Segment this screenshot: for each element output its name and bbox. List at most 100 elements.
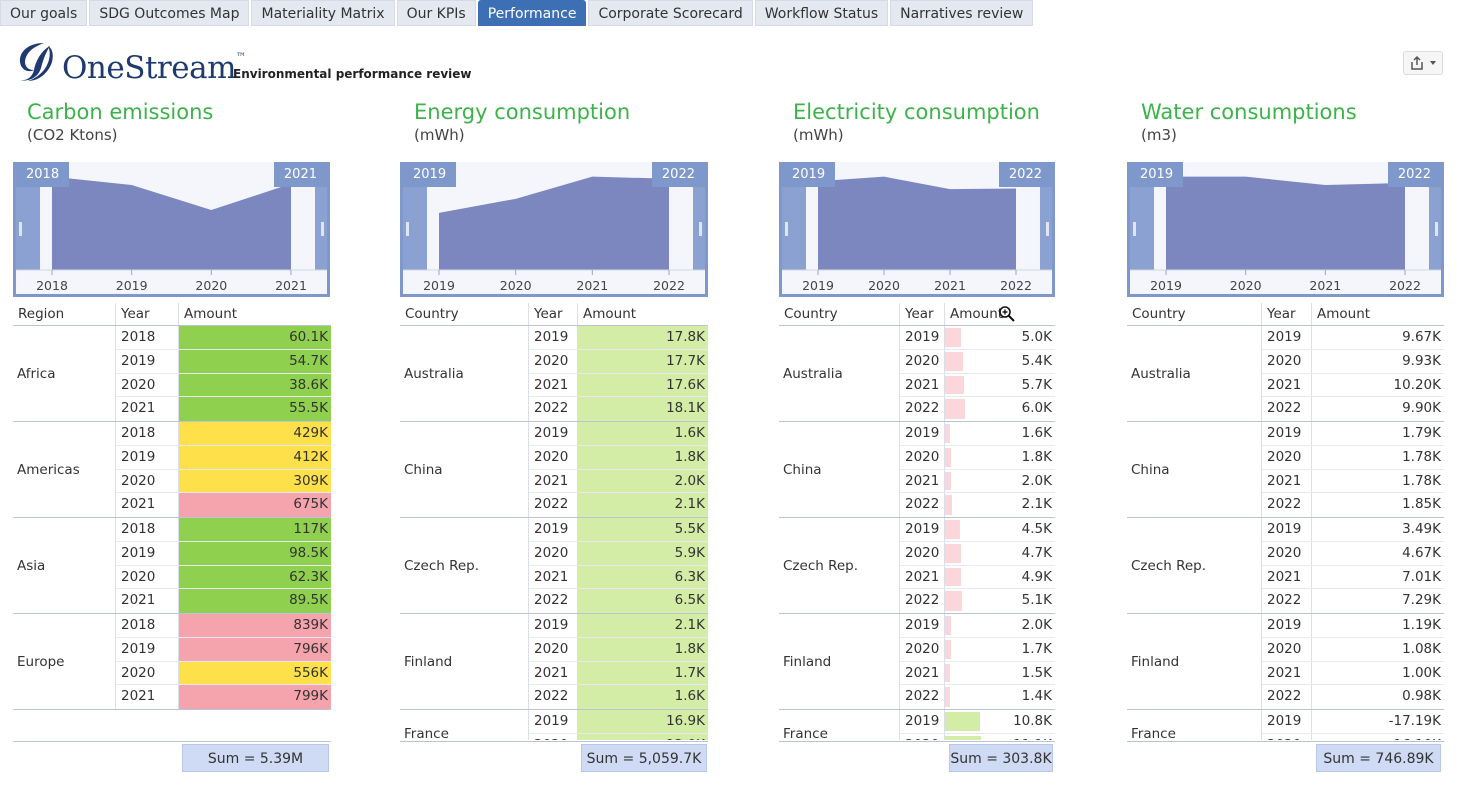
range-handle-right[interactable] — [699, 222, 702, 236]
table-row[interactable]: 2020 1.7K — [900, 637, 1055, 662]
table-row[interactable]: 2020 38.6K — [116, 373, 331, 398]
column-header-country[interactable]: Country — [1127, 303, 1262, 325]
table-row[interactable]: 2019 1.19K — [1262, 614, 1444, 638]
tab-performance[interactable]: Performance — [477, 0, 587, 26]
table-row[interactable]: 2022 18.1K — [529, 397, 708, 421]
range-handle-right[interactable] — [321, 222, 324, 236]
table-row[interactable]: 2018 117K — [116, 518, 331, 542]
column-header-amount[interactable]: Amount — [1317, 306, 1371, 322]
range-handle-left[interactable] — [19, 222, 22, 236]
range-selector[interactable]: 2018 2019 2020 2021 2018 2021 — [13, 162, 330, 297]
table-row[interactable]: 2019 1.6K — [900, 422, 1055, 446]
range-start-badge[interactable]: 2018 — [16, 162, 70, 187]
table-row[interactable]: 2018 839K — [116, 614, 331, 638]
table-row[interactable]: 2021 1.78K — [1262, 469, 1444, 494]
column-header-year[interactable]: Year — [529, 303, 578, 325]
share-button[interactable] — [1403, 51, 1443, 75]
table-row[interactable]: 2019 796K — [116, 637, 331, 662]
table-row[interactable]: 2020 1.8K — [529, 637, 708, 662]
range-handle-right[interactable] — [1435, 222, 1438, 236]
range-end-badge[interactable]: 2022 — [651, 162, 705, 187]
table-row[interactable]: 2021 2.0K — [900, 469, 1055, 494]
table-row[interactable]: 2018 60.1K — [116, 326, 331, 350]
range-selector[interactable]: 2019 2020 2021 2022 2019 2022 — [1127, 162, 1444, 297]
column-header-amount[interactable]: Amount — [184, 306, 238, 322]
grid-body[interactable]: Australia 2019 9.67K 2020 9.93K 2021 10.20K 202… — [1127, 326, 1444, 740]
column-header-year[interactable]: Year — [1262, 303, 1312, 325]
table-row[interactable]: 2019 3.49K — [1262, 518, 1444, 542]
table-row[interactable]: 2022 5.1K — [900, 589, 1055, 613]
range-selector[interactable]: 2019 2020 2021 2022 2019 2022 — [779, 162, 1055, 297]
grid-body[interactable]: Australia 2019 17.8K 2020 17.7K 2021 17.6K 2022… — [400, 326, 708, 740]
column-header-region[interactable]: Region — [13, 303, 116, 325]
table-row[interactable]: 2020 1.78K — [1262, 445, 1444, 470]
table-row[interactable]: 2021 7.01K — [1262, 565, 1444, 590]
table-row[interactable]: 2020 5.4K — [900, 349, 1055, 374]
table-row[interactable]: 2021 5.7K — [900, 373, 1055, 398]
table-row[interactable]: 2022 1.4K — [900, 685, 1055, 709]
range-start-badge[interactable]: 2019 — [782, 162, 836, 187]
tab-our-goals[interactable]: Our goals — [0, 0, 88, 26]
table-row[interactable]: 2021 89.5K — [116, 589, 331, 613]
table-row[interactable]: 2022 6.5K — [529, 589, 708, 613]
range-selector[interactable]: 2019 2020 2021 2022 2019 2022 — [400, 162, 708, 297]
table-row[interactable]: 2019 4.5K — [900, 518, 1055, 542]
range-handle-left[interactable] — [785, 222, 788, 236]
table-row[interactable]: 2020 1.8K — [900, 445, 1055, 470]
table-row[interactable]: 2020 5.9K — [529, 541, 708, 566]
table-row[interactable]: 2021 1.5K — [900, 661, 1055, 686]
table-row[interactable]: 2022 9.90K — [1262, 397, 1444, 421]
table-row[interactable]: 2019 5.0K — [900, 326, 1055, 350]
table-row[interactable]: 2019 2.0K — [900, 614, 1055, 638]
table-row[interactable]: 2019 16.9K — [529, 710, 708, 734]
table-row[interactable]: 2019 17.8K — [529, 326, 708, 350]
table-row[interactable]: 2019 10.8K — [900, 710, 1055, 734]
table-row[interactable]: 2021 6.3K — [529, 565, 708, 590]
table-row[interactable]: 2022 2.1K — [529, 493, 708, 517]
table-row[interactable]: 2020 11.1K — [900, 733, 1055, 740]
table-row[interactable]: 2019 54.7K — [116, 349, 331, 374]
table-row[interactable]: 2021 1.7K — [529, 661, 708, 686]
tab-narratives-review[interactable]: Narratives review — [890, 0, 1034, 26]
table-row[interactable]: 2020 62.3K — [116, 565, 331, 590]
range-end-badge[interactable]: 2022 — [1387, 162, 1441, 187]
table-row[interactable]: 2022 6.0K — [900, 397, 1055, 421]
range-handle-left[interactable] — [406, 222, 409, 236]
column-header-amount[interactable]: Amount — [583, 306, 637, 322]
table-row[interactable]: 2021 2.0K — [529, 469, 708, 494]
tab-workflow-status[interactable]: Workflow Status — [754, 0, 889, 26]
tab-corporate-scorecard[interactable]: Corporate Scorecard — [588, 0, 753, 26]
table-row[interactable]: 2019 2.1K — [529, 614, 708, 638]
grid-body[interactable]: Africa 2018 60.1K 2019 54.7K 2020 38.6K 2021 55.… — [13, 326, 331, 740]
column-header-year[interactable]: Year — [900, 303, 945, 325]
table-row[interactable]: 2019 412K — [116, 445, 331, 470]
table-row[interactable]: 2018 429K — [116, 422, 331, 446]
table-row[interactable]: 2019 1.79K — [1262, 422, 1444, 446]
table-row[interactable]: 2019 98.5K — [116, 541, 331, 566]
column-header-amount[interactable]: Amount — [950, 306, 1004, 322]
table-row[interactable]: 2020 17.7K — [529, 349, 708, 374]
table-row[interactable]: 2019 9.67K — [1262, 326, 1444, 350]
range-handle-right[interactable] — [1046, 222, 1049, 236]
column-header-country[interactable]: Country — [400, 303, 529, 325]
table-row[interactable]: 2021 17.6K — [529, 373, 708, 398]
table-row[interactable]: 2022 1.6K — [529, 685, 708, 709]
table-row[interactable]: 2022 2.1K — [900, 493, 1055, 517]
table-row[interactable]: 2020 4.7K — [900, 541, 1055, 566]
range-start-badge[interactable]: 2019 — [403, 162, 457, 187]
table-row[interactable]: 2021 799K — [116, 685, 331, 709]
table-row[interactable]: 2020 1.8K — [529, 445, 708, 470]
range-start-badge[interactable]: 2019 — [1130, 162, 1184, 187]
table-row[interactable]: 2019 1.6K — [529, 422, 708, 446]
table-row[interactable]: 2021 10.20K — [1262, 373, 1444, 398]
table-row[interactable]: 2021 55.5K — [116, 397, 331, 421]
column-header-year[interactable]: Year — [116, 303, 179, 325]
tab-sdg-outcomes-map[interactable]: SDG Outcomes Map — [89, 0, 250, 26]
table-row[interactable]: 2019 -17.19K — [1262, 710, 1444, 734]
range-end-badge[interactable]: 2022 — [998, 162, 1052, 187]
tab-materiality-matrix[interactable]: Materiality Matrix — [251, 0, 395, 26]
table-row[interactable]: 2020 16.10K — [1262, 733, 1444, 740]
table-row[interactable]: 2022 0.98K — [1262, 685, 1444, 709]
table-row[interactable]: 2021 1.00K — [1262, 661, 1444, 686]
table-row[interactable]: 2020 1.08K — [1262, 637, 1444, 662]
